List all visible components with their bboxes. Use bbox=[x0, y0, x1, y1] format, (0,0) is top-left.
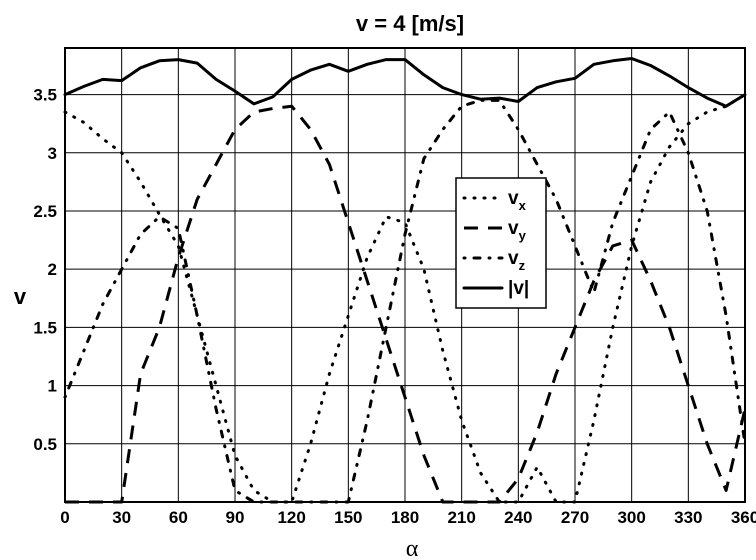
x-tick-label: 60 bbox=[169, 508, 188, 527]
grid bbox=[65, 48, 745, 502]
y-tick-label: 3 bbox=[48, 144, 57, 163]
series-line-x bbox=[63, 93, 747, 504]
series-line-z bbox=[63, 98, 747, 504]
x-tick-label: 210 bbox=[447, 508, 475, 527]
y-tick-labels: 0.5 1 1.5 2 2.5 3 3.5 bbox=[33, 86, 57, 454]
x-tick-label: 240 bbox=[504, 508, 532, 527]
chart-title: v = 4 [m/s] bbox=[356, 11, 464, 36]
x-tick-label: 0 bbox=[60, 508, 69, 527]
legend-label-x: vx bbox=[508, 188, 527, 213]
x-tick-label: 180 bbox=[391, 508, 419, 527]
legend-label-z: vz bbox=[508, 248, 526, 273]
x-tick-labels: 0 30 60 90 120 150 180 210 240 270 300 330 360 bbox=[60, 508, 756, 527]
plot-frame bbox=[64, 47, 746, 503]
x-tick-label: 300 bbox=[617, 508, 645, 527]
y-tick-label: 0.5 bbox=[33, 435, 57, 454]
x-tick-label: 90 bbox=[226, 508, 245, 527]
x-tick-label: 330 bbox=[674, 508, 702, 527]
y-tick-label: 1 bbox=[48, 377, 57, 396]
series-line-y bbox=[65, 104, 747, 504]
series-line-abs bbox=[63, 57, 747, 108]
legend-label-y: vy bbox=[508, 218, 527, 243]
x-tick-label: 270 bbox=[561, 508, 589, 527]
x-tick-label: 150 bbox=[334, 508, 362, 527]
y-tick-label: 3.5 bbox=[33, 86, 57, 105]
y-tick-label: 1.5 bbox=[33, 318, 57, 337]
x-tick-label: 30 bbox=[112, 508, 131, 527]
y-tick-label: 2 bbox=[48, 260, 57, 279]
x-axis-label: α bbox=[406, 536, 419, 560]
legend: vx vy vz |v| bbox=[455, 177, 547, 309]
y-axis-label: v bbox=[14, 284, 27, 309]
x-tick-label: 120 bbox=[277, 508, 305, 527]
y-tick-label: 2.5 bbox=[33, 202, 57, 221]
legend-label-abs: |v| bbox=[508, 278, 529, 299]
x-tick-label: 360 bbox=[731, 508, 756, 527]
legend-box bbox=[455, 177, 547, 309]
series-group bbox=[63, 57, 747, 504]
